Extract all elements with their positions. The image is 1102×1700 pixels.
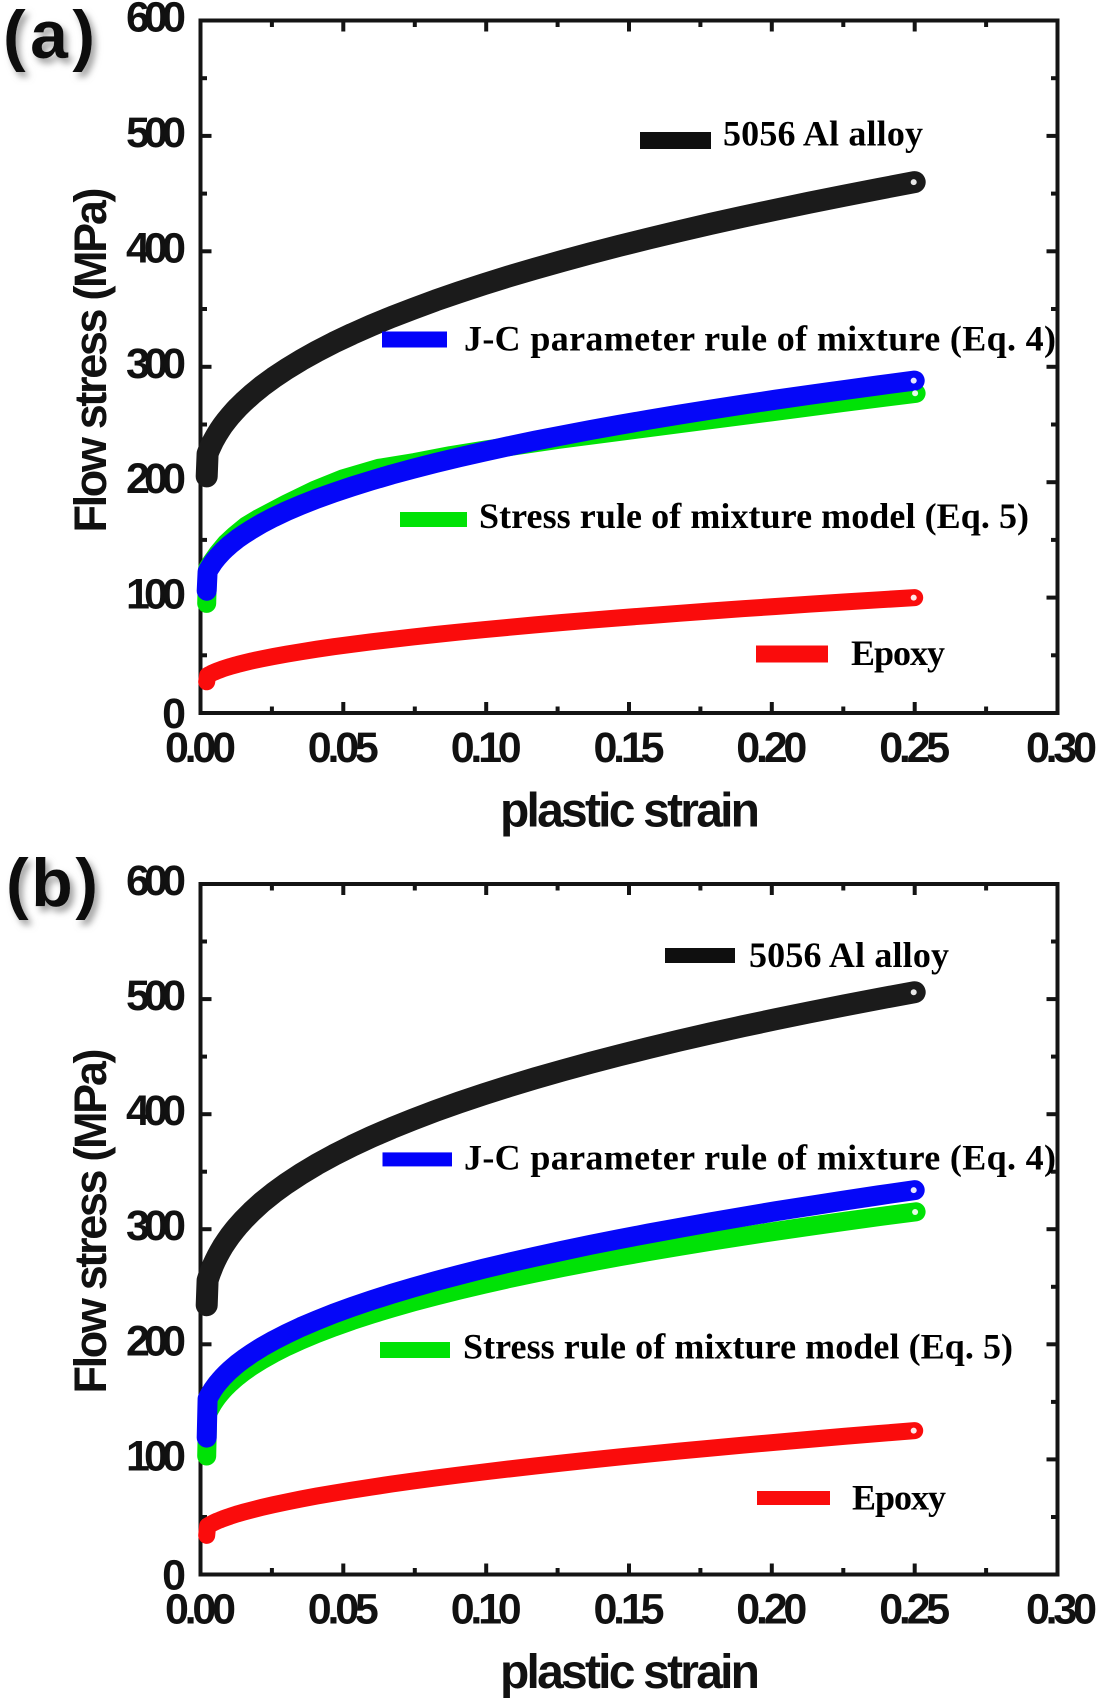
svg-text:Epoxy: Epoxy	[851, 633, 945, 673]
svg-text:(a): (a)	[3, 0, 95, 73]
svg-text:300: 300	[126, 340, 186, 388]
svg-text:0.25: 0.25	[879, 1586, 950, 1634]
svg-text:0.10: 0.10	[451, 724, 522, 772]
svg-text:0: 0	[162, 1552, 186, 1600]
svg-text:Epoxy: Epoxy	[852, 1478, 946, 1518]
svg-text:600: 600	[126, 857, 186, 905]
svg-text:200: 200	[126, 455, 186, 503]
svg-text:(b): (b)	[6, 845, 98, 921]
svg-text:plastic strain: plastic strain	[500, 785, 760, 838]
svg-text:Flow stress (MPa): Flow stress (MPa)	[65, 1049, 116, 1394]
svg-text:0.20: 0.20	[736, 1586, 807, 1634]
svg-text:500: 500	[126, 972, 186, 1020]
svg-text:400: 400	[126, 224, 186, 272]
svg-text:100: 100	[126, 571, 186, 619]
svg-text:500: 500	[126, 109, 186, 157]
svg-text:Flow stress (MPa): Flow stress (MPa)	[65, 188, 116, 533]
svg-text:0.15: 0.15	[594, 1586, 665, 1634]
svg-text:0.25: 0.25	[879, 724, 950, 772]
svg-text:5056 Al alloy: 5056 Al alloy	[723, 114, 923, 154]
svg-text:5056 Al alloy: 5056 Al alloy	[749, 935, 949, 975]
svg-text:600: 600	[126, 0, 186, 42]
svg-text:200: 200	[126, 1317, 186, 1365]
svg-text:J-C parameter rule of mixture: J-C parameter rule of mixture (Eq. 4)	[464, 319, 1056, 359]
svg-text:0.00: 0.00	[165, 724, 236, 772]
svg-text:J-C parameter rule of mixture: J-C parameter rule of mixture (Eq. 4)	[464, 1138, 1056, 1178]
svg-text:400: 400	[126, 1087, 186, 1135]
svg-text:300: 300	[126, 1202, 186, 1250]
svg-text:0.10: 0.10	[451, 1586, 522, 1634]
svg-text:0.05: 0.05	[308, 1586, 379, 1634]
svg-text:plastic strain: plastic strain	[500, 1646, 760, 1699]
svg-text:0.15: 0.15	[594, 724, 665, 772]
svg-text:0: 0	[162, 690, 186, 738]
svg-text:0.30: 0.30	[1026, 724, 1097, 772]
svg-text:0.30: 0.30	[1026, 1586, 1097, 1634]
svg-text:Stress rule of mixture model (: Stress rule of mixture model (Eq. 5)	[463, 1327, 1013, 1367]
svg-text:Stress rule of mixture model (: Stress rule of mixture model (Eq. 5)	[479, 496, 1029, 536]
svg-text:0.00: 0.00	[165, 1586, 236, 1634]
svg-text:100: 100	[126, 1432, 186, 1480]
svg-text:0.20: 0.20	[736, 724, 807, 772]
svg-text:0.05: 0.05	[308, 724, 379, 772]
